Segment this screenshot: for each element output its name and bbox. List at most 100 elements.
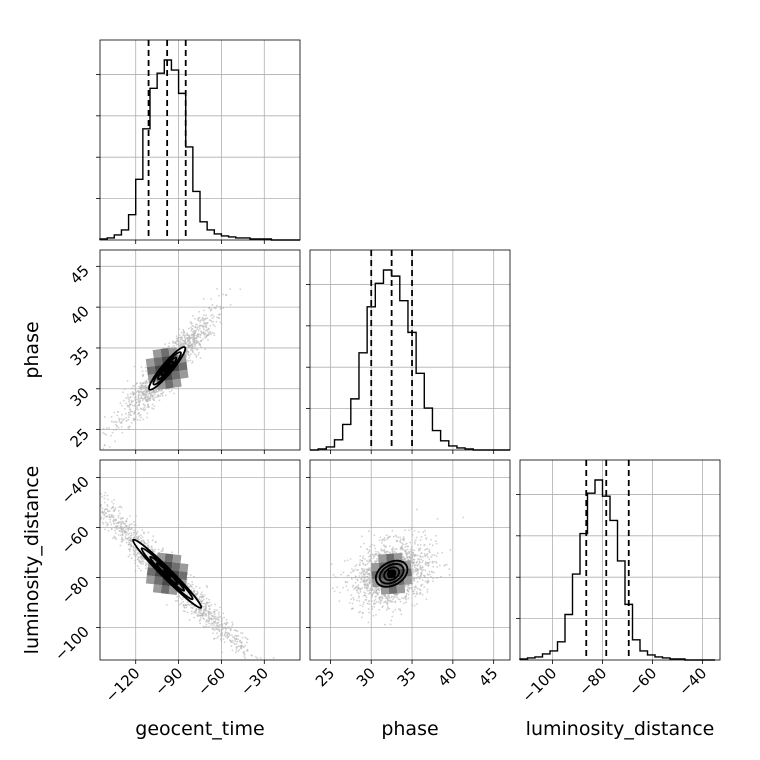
scatter-point <box>359 590 362 593</box>
scatter-point <box>408 587 411 590</box>
scatter-point <box>103 416 106 418</box>
scatter-point <box>417 530 420 533</box>
scatter-point <box>137 408 139 411</box>
scatter-point <box>382 544 385 547</box>
scatter-point <box>122 527 125 530</box>
scatter-point <box>119 517 122 519</box>
scatter-point <box>191 347 194 350</box>
scatter-point <box>366 589 369 592</box>
scatter-point <box>184 340 186 343</box>
scatter-point <box>191 361 193 364</box>
scatter-point <box>186 332 189 335</box>
scatter-point <box>410 551 413 554</box>
scatter-point <box>92 508 94 510</box>
scatter-point <box>215 320 218 323</box>
scatter-point <box>216 637 219 639</box>
scatter-point <box>363 575 365 578</box>
scatter-point <box>358 592 360 595</box>
scatter-point <box>251 654 254 657</box>
scatter-point <box>405 595 407 598</box>
scatter-point <box>339 591 342 594</box>
scatter-point <box>400 546 402 549</box>
scatter-point <box>413 564 416 567</box>
scatter-point <box>132 400 135 403</box>
scatter-point <box>363 591 365 594</box>
scatter-point <box>146 563 149 565</box>
scatter-point <box>107 529 110 532</box>
scatter-point <box>368 555 370 558</box>
scatter-point <box>114 440 117 443</box>
scatter-point <box>230 634 233 637</box>
scatter-point <box>101 495 104 498</box>
scatter-point <box>195 337 198 340</box>
scatter-point <box>128 539 130 542</box>
scatter-point <box>202 331 205 333</box>
scatter-point <box>416 603 419 605</box>
scatter-point <box>223 641 226 644</box>
density-cell <box>396 584 406 594</box>
scatter-point <box>227 632 229 635</box>
scatter-point <box>128 541 131 544</box>
scatter-point <box>191 343 194 346</box>
scatter-point <box>128 523 131 526</box>
scatter-point <box>419 575 422 578</box>
scatter-point <box>145 389 148 392</box>
scatter-point <box>145 399 148 401</box>
pair-geocent_time-luminosity_distance <box>89 460 300 681</box>
scatter-point <box>379 596 381 599</box>
scatter-point <box>394 601 397 604</box>
scatter-point <box>375 613 377 616</box>
scatter-point <box>415 586 418 589</box>
density-cell <box>160 585 170 595</box>
scatter-point <box>103 513 106 516</box>
scatter-point <box>391 615 394 618</box>
scatter-point <box>213 611 216 614</box>
scatter-point <box>98 516 100 518</box>
scatter-point <box>125 524 127 527</box>
hist-bar <box>129 215 136 240</box>
scatter-point <box>204 336 206 339</box>
y-axis-label-phase: phase <box>21 321 43 378</box>
scatter-point <box>117 514 120 517</box>
scatter-point <box>104 512 107 514</box>
scatter-point <box>217 619 219 622</box>
scatter-point <box>417 544 419 546</box>
scatter-point <box>203 319 205 321</box>
scatter-point <box>199 612 202 615</box>
scatter-point <box>101 521 104 524</box>
scatter-point <box>368 561 370 563</box>
scatter-point <box>146 416 148 419</box>
hist-phase <box>306 250 510 451</box>
peak-marker <box>387 569 396 578</box>
scatter-point <box>131 410 134 413</box>
scatter-point <box>89 501 91 503</box>
scatter-point <box>128 553 131 556</box>
scatter-point <box>361 586 364 589</box>
scatter-point <box>277 679 279 681</box>
scatter-point <box>354 576 357 579</box>
scatter-point <box>136 382 138 385</box>
pair-inner <box>100 250 300 450</box>
pair-inner <box>89 460 300 681</box>
peak-marker <box>163 364 172 373</box>
x-tick-label: −90 <box>151 664 186 699</box>
scatter-point <box>194 326 197 329</box>
scatter-point <box>134 388 136 391</box>
scatter-point <box>139 384 142 387</box>
scatter-point <box>364 564 367 566</box>
density-cell <box>153 356 163 366</box>
scatter-point <box>378 539 381 542</box>
scatter-point <box>196 348 199 351</box>
scatter-point <box>92 498 94 500</box>
scatter-point <box>125 533 128 536</box>
scatter-point <box>211 303 214 306</box>
scatter-point <box>233 643 236 645</box>
scatter-point <box>198 310 201 313</box>
scatter-point <box>236 634 239 637</box>
scatter-point <box>430 556 432 558</box>
scatter-point <box>191 360 194 363</box>
scatter-point <box>97 505 99 507</box>
scatter-point <box>368 603 371 606</box>
scatter-point <box>197 333 200 336</box>
scatter-point <box>338 600 341 603</box>
